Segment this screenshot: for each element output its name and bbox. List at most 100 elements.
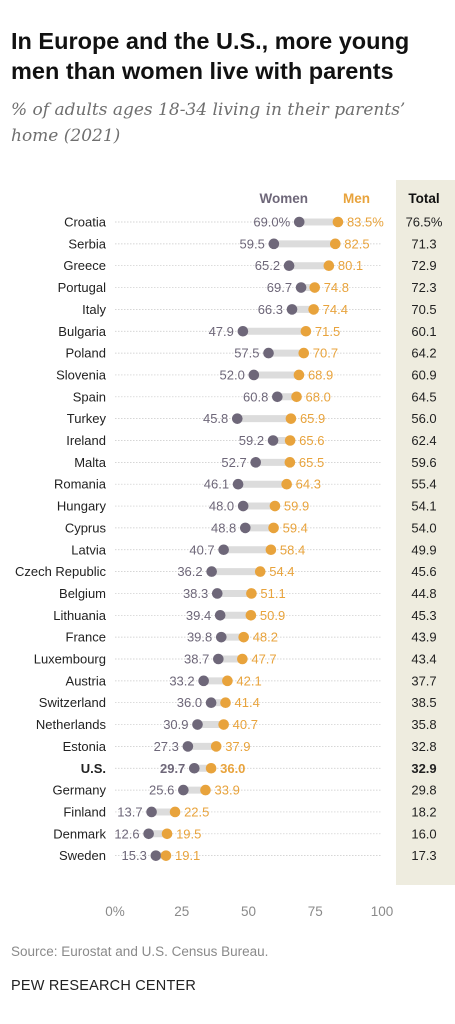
women-dot xyxy=(237,325,249,337)
men-dot xyxy=(298,347,310,359)
women-dot xyxy=(268,238,280,250)
men-dot xyxy=(284,457,296,468)
row-label: Bulgaria xyxy=(58,324,106,339)
men-value-label: 65.5 xyxy=(299,455,324,470)
total-value-label: 49.9 xyxy=(411,542,436,557)
women-dot xyxy=(263,347,274,359)
men-dot xyxy=(285,413,297,424)
men-value-label: 54.4 xyxy=(269,564,294,579)
row-label: Lithuania xyxy=(53,608,107,623)
total-value-label: 60.1 xyxy=(411,324,436,339)
men-value-label: 83.5% xyxy=(347,215,384,230)
total-value-label: 35.8 xyxy=(411,717,436,732)
men-value-label: 74.8 xyxy=(324,280,349,295)
men-dot xyxy=(309,282,321,293)
men-dot xyxy=(200,784,211,796)
row-label: Ireland xyxy=(66,433,106,448)
row-label: Belgium xyxy=(59,586,106,601)
men-dot xyxy=(268,522,279,534)
row-label: Croatia xyxy=(64,215,107,230)
women-value-label: 29.7 xyxy=(160,761,185,776)
men-value-label: 82.5 xyxy=(344,236,369,251)
men-dot xyxy=(205,762,217,774)
women-value-label: 30.9 xyxy=(163,717,188,732)
row-label: Romania xyxy=(54,477,107,492)
men-value-label: 36.0 xyxy=(220,761,245,776)
total-value-label: 59.6 xyxy=(411,455,436,470)
women-value-label: 39.4 xyxy=(186,608,211,623)
men-value-label: 47.7 xyxy=(251,652,276,667)
total-value-label: 37.7 xyxy=(411,673,436,688)
total-value-label: 72.9 xyxy=(411,258,436,273)
row-label: France xyxy=(66,630,106,645)
women-dot xyxy=(293,216,305,228)
men-dot xyxy=(284,435,296,446)
men-value-label: 64.3 xyxy=(296,477,321,492)
women-dot xyxy=(267,435,279,446)
x-tick-label: 0% xyxy=(105,904,125,919)
men-value-label: 80.1 xyxy=(338,258,363,273)
x-tick-label: 100 xyxy=(371,904,394,919)
men-value-label: 51.1 xyxy=(260,586,285,601)
women-value-label: 45.8 xyxy=(203,411,228,426)
men-value-label: 68.0 xyxy=(306,389,331,404)
women-dot xyxy=(206,566,217,577)
men-dot xyxy=(222,675,233,687)
men-value-label: 70.7 xyxy=(313,346,338,361)
women-value-label: 46.1 xyxy=(204,477,229,492)
women-value-label: 69.7 xyxy=(267,280,292,295)
men-dot xyxy=(245,610,257,621)
women-dot xyxy=(239,522,251,534)
women-value-label: 48.8 xyxy=(211,520,236,535)
total-value-label: 62.4 xyxy=(411,433,436,448)
women-value-label: 36.0 xyxy=(177,695,202,710)
women-value-label: 47.9 xyxy=(209,324,234,339)
row-label: Serbia xyxy=(68,236,106,251)
women-value-label: 15.3 xyxy=(122,848,147,863)
women-value-label: 33.2 xyxy=(169,673,194,688)
total-value-label: 54.1 xyxy=(411,499,436,514)
women-value-label: 57.5 xyxy=(234,346,259,361)
men-dot xyxy=(210,741,222,752)
chart-subtitle: % of adults ages 18-34 living in their p… xyxy=(11,100,406,146)
men-dot xyxy=(218,719,229,730)
legend-total: Total xyxy=(408,191,439,206)
women-dot xyxy=(146,806,157,818)
total-value-label: 72.3 xyxy=(411,280,436,295)
women-dot xyxy=(232,478,244,490)
men-value-label: 19.1 xyxy=(175,848,200,863)
data-labels: Croatia 69.0% 83.5% 76.5% Serbia 59.5 82.5 71.3… xyxy=(15,215,443,864)
total-value-label: 44.8 xyxy=(411,586,436,601)
women-dot xyxy=(215,631,227,643)
men-dot xyxy=(160,850,172,861)
women-dot xyxy=(237,500,249,512)
women-dot xyxy=(213,653,224,665)
men-value-label: 33.9 xyxy=(215,783,240,798)
women-value-label: 52.7 xyxy=(221,455,246,470)
women-value-label: 25.6 xyxy=(149,783,174,798)
data-dots xyxy=(143,216,344,861)
men-value-label: 58.4 xyxy=(280,542,305,557)
women-value-label: 59.2 xyxy=(239,433,264,448)
dot-plot-chart: Croatia 69.0% 83.5% 76.5% Serbia 59.5 82.5 71.3… xyxy=(15,180,455,919)
row-label: U.S. xyxy=(81,761,106,776)
men-dot xyxy=(246,588,257,599)
row-label: Cyprus xyxy=(65,520,107,535)
women-dot xyxy=(248,369,260,381)
women-value-label: 12.6 xyxy=(114,826,139,841)
row-label: Austria xyxy=(66,673,107,688)
organization-name: PEW RESEARCH CENTER xyxy=(11,978,197,994)
row-label: Latvia xyxy=(71,542,106,557)
total-value-label: 29.8 xyxy=(411,783,436,798)
men-value-label: 65.9 xyxy=(300,411,325,426)
women-dot xyxy=(214,610,226,621)
men-value-label: 41.4 xyxy=(235,695,260,710)
source-note: Source: Eurostat and U.S. Census Bureau. xyxy=(11,944,269,959)
legend-women: Women xyxy=(259,191,308,206)
chart-title: In Europe and the U.S., more young men t… xyxy=(11,28,410,84)
women-value-label: 66.3 xyxy=(258,302,283,317)
gridlines xyxy=(115,221,382,857)
men-dot xyxy=(281,478,292,490)
men-value-label: 19.5 xyxy=(176,826,201,841)
women-value-label: 38.7 xyxy=(184,652,209,667)
